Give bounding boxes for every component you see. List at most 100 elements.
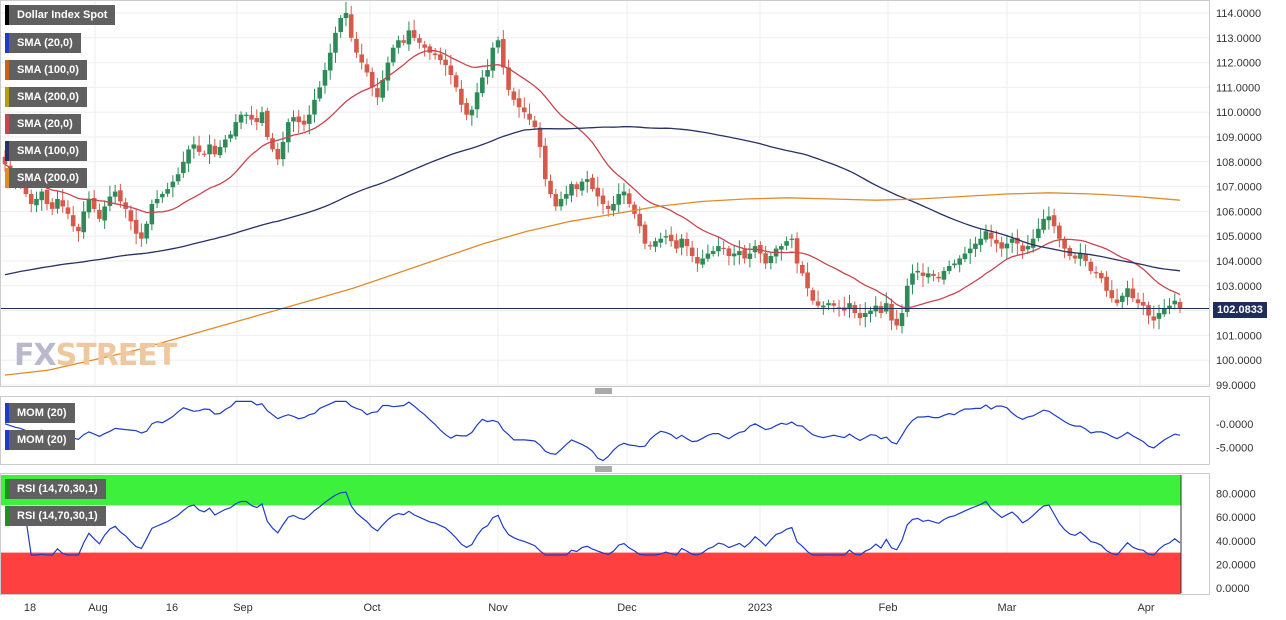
oversold-zone <box>1 552 1181 594</box>
candle-body <box>348 14 354 38</box>
candle-body <box>81 211 86 233</box>
candle-body <box>212 145 218 155</box>
candle-body <box>264 110 270 137</box>
candle-body <box>233 122 239 137</box>
candle-body <box>674 240 679 249</box>
candle-body <box>716 246 721 252</box>
candle-body <box>600 195 606 204</box>
y-tick-label: 108.0000 <box>1216 157 1262 169</box>
candle-body <box>422 44 427 48</box>
x-tick-label: Feb <box>879 602 898 614</box>
y-tick-label: 104.0000 <box>1216 256 1262 268</box>
candle-body <box>301 120 307 125</box>
candle-body <box>70 215 76 227</box>
candle-body <box>737 251 742 256</box>
y-tick-label: 101.0000 <box>1216 330 1262 342</box>
candle-body <box>862 313 868 318</box>
candle-body <box>97 209 102 219</box>
candle-body <box>375 88 380 98</box>
candle-body <box>1172 300 1178 305</box>
y-tick-label: 109.0000 <box>1216 132 1262 144</box>
candle-body <box>1109 290 1115 299</box>
label-text: RSI (14,70,30,1) <box>17 510 98 522</box>
label-color-bar <box>5 430 9 450</box>
mom-line <box>4 400 1181 462</box>
candle-body <box>207 144 212 155</box>
candle-body <box>60 200 66 207</box>
candle-body <box>999 242 1004 249</box>
candle-body <box>275 149 281 160</box>
candle-body <box>438 54 443 61</box>
candle-body <box>705 253 711 259</box>
candle-body <box>448 65 454 75</box>
candle-body <box>55 199 60 209</box>
candle-body <box>186 149 191 164</box>
rsi-tick-label: 40.0000 <box>1216 536 1256 548</box>
candle-body <box>259 112 265 123</box>
candle-body <box>380 79 385 98</box>
rsi-tick-label: 20.0000 <box>1216 559 1256 571</box>
candle-body <box>632 204 637 214</box>
candle-body <box>626 193 632 204</box>
candle-body <box>364 64 370 73</box>
candle-body <box>181 161 186 174</box>
candle-body <box>779 246 784 250</box>
label-sma-100-b: SMA (100,0) <box>5 141 87 161</box>
candle-body <box>312 99 317 115</box>
candle-body <box>658 238 663 243</box>
candle-body <box>1046 216 1052 221</box>
candle-body <box>647 245 653 247</box>
candle-body <box>805 272 810 289</box>
candle-body <box>679 238 684 248</box>
candle-body <box>464 103 469 115</box>
candle-body <box>49 202 55 209</box>
candle-body <box>480 77 485 94</box>
candle-body <box>857 313 863 319</box>
candle-body <box>789 238 795 240</box>
candle-body <box>1099 273 1104 279</box>
candle-body <box>663 236 669 238</box>
candle-body <box>936 276 942 279</box>
candle-body <box>270 138 275 150</box>
candle-body <box>527 113 532 120</box>
candle-body <box>139 232 144 239</box>
candle-body <box>406 30 412 45</box>
candle-body <box>925 273 931 278</box>
candle-body <box>107 196 113 206</box>
label-text: SMA (100,0) <box>17 64 79 76</box>
candle-body <box>485 70 490 77</box>
candle-body <box>710 251 716 254</box>
sma-100-line <box>4 126 1181 276</box>
candle-body <box>217 146 223 156</box>
candle-body <box>506 67 511 90</box>
label-color-bar <box>5 479 9 499</box>
sma-20-line <box>4 49 1181 309</box>
candle-body <box>967 248 973 254</box>
candle-body <box>689 247 695 257</box>
candle-body <box>128 210 134 222</box>
candle-body <box>695 257 700 264</box>
candles <box>2 1 1183 334</box>
candle-body <box>1119 295 1125 302</box>
candle-body <box>1025 246 1031 250</box>
candle-body <box>904 285 910 312</box>
candle-body <box>684 238 690 247</box>
candle-body <box>889 303 894 321</box>
candle-body <box>1177 301 1183 309</box>
y-tick-label: 99.0000 <box>1216 380 1256 392</box>
candle-body <box>868 310 873 315</box>
candle-body <box>396 40 401 48</box>
candle-body <box>1104 276 1109 291</box>
candle-body <box>154 199 160 204</box>
candle-body <box>133 219 139 234</box>
candle-body <box>1030 238 1036 248</box>
mom-tick-label: -0.0000 <box>1216 419 1253 431</box>
candle-body <box>794 238 800 264</box>
candle-body <box>978 238 983 245</box>
label-color-bar <box>5 141 9 161</box>
candle-body <box>962 253 968 260</box>
candle-body <box>1036 228 1041 239</box>
label-text: MOM (20) <box>17 407 67 419</box>
candle-body <box>1093 272 1099 274</box>
candle-body <box>548 180 553 195</box>
